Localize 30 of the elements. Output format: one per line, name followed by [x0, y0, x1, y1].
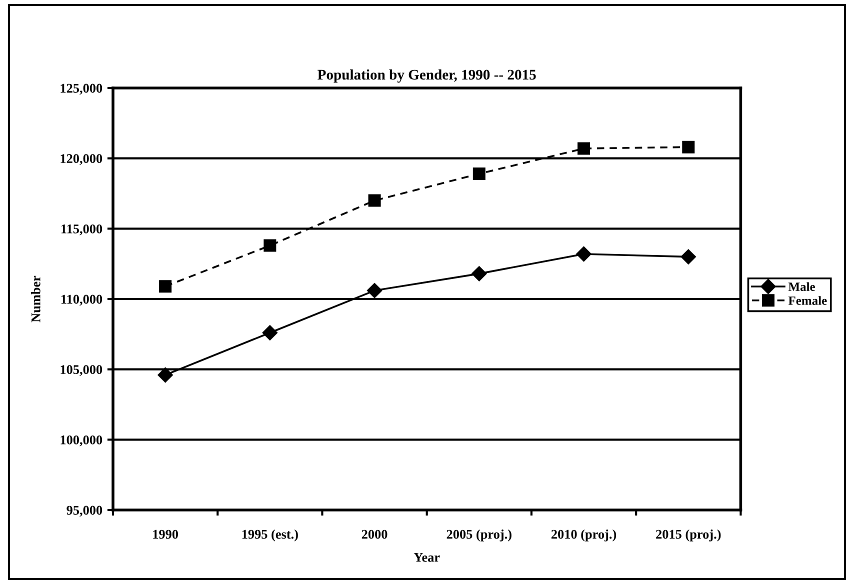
point: [576, 246, 592, 262]
y-tick-label: 120,000: [60, 154, 102, 165]
point: [472, 266, 487, 282]
legend-label: Female: [788, 296, 827, 305]
x-axis-title: Year: [414, 553, 440, 562]
point: [680, 249, 696, 264]
point: [366, 282, 382, 298]
point: [262, 325, 278, 340]
x-tick-label: 1995 (est.): [242, 529, 298, 542]
y-tick-label: 110,000: [61, 294, 102, 306]
point: [578, 142, 590, 155]
point: [159, 280, 172, 293]
y-axis-title: Number: [31, 276, 40, 322]
y-tick-label: 100,000: [60, 435, 102, 446]
legend-label: Male: [788, 282, 815, 291]
x-tick-label: 2000: [362, 530, 388, 539]
point: [264, 239, 276, 252]
y-tick-label: 115,000: [61, 224, 102, 236]
point: [368, 194, 381, 207]
y-tick-label: 125,000: [60, 84, 102, 95]
chart-title: Population by Gender, 1990 -- 2015: [318, 69, 536, 83]
y-tick-label: 95,000: [66, 506, 102, 517]
x-tick-label: 2015 (proj.): [656, 529, 721, 542]
point: [472, 168, 486, 180]
x-tick-label: 2010 (proj.): [551, 529, 616, 542]
x-tick-label: 2005 (proj.): [446, 529, 512, 542]
point: [682, 140, 695, 154]
point: [158, 367, 173, 383]
x-tick-label: 1990: [153, 530, 178, 539]
y-tick-label: 105,000: [60, 365, 102, 376]
